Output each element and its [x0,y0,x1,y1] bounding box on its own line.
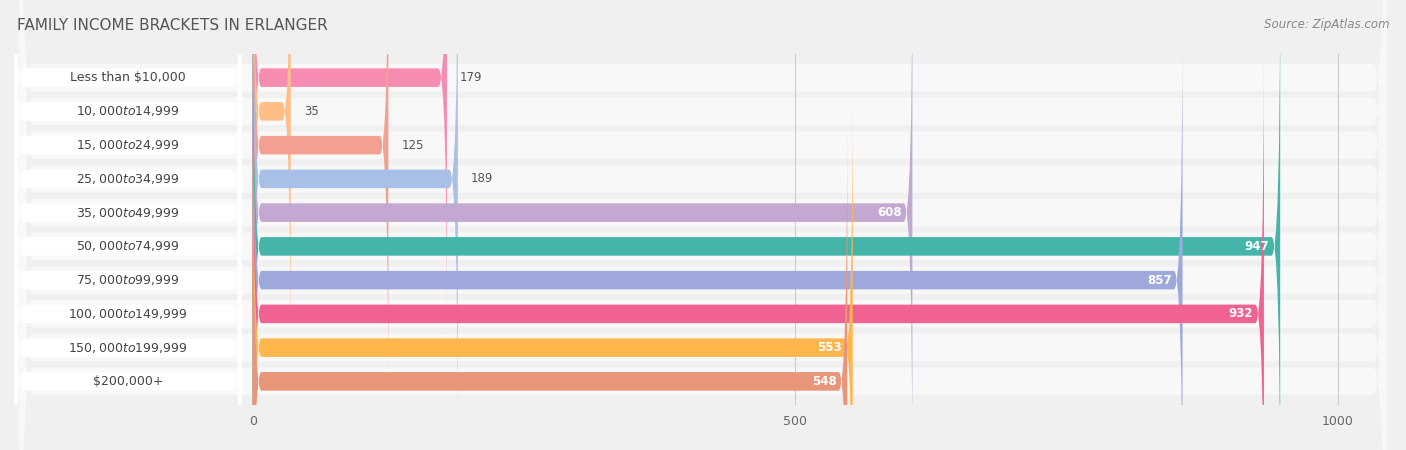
Text: 189: 189 [471,172,494,185]
Text: $10,000 to $14,999: $10,000 to $14,999 [76,104,180,118]
FancyBboxPatch shape [253,0,447,338]
FancyBboxPatch shape [253,0,1281,450]
FancyBboxPatch shape [253,19,1182,450]
FancyBboxPatch shape [14,53,242,450]
Text: 125: 125 [401,139,423,152]
Text: 179: 179 [460,71,482,84]
Text: 932: 932 [1229,307,1253,320]
FancyBboxPatch shape [253,53,1264,450]
Text: 857: 857 [1147,274,1171,287]
FancyBboxPatch shape [20,0,1386,450]
Text: $200,000+: $200,000+ [93,375,163,388]
FancyBboxPatch shape [253,0,458,440]
FancyBboxPatch shape [20,0,1386,450]
Text: 35: 35 [304,105,319,118]
FancyBboxPatch shape [20,0,1386,450]
Text: FAMILY INCOME BRACKETS IN ERLANGER: FAMILY INCOME BRACKETS IN ERLANGER [17,18,328,33]
FancyBboxPatch shape [253,0,291,372]
FancyBboxPatch shape [14,19,242,450]
FancyBboxPatch shape [20,0,1386,450]
FancyBboxPatch shape [14,87,242,450]
Text: $35,000 to $49,999: $35,000 to $49,999 [76,206,180,220]
Text: Source: ZipAtlas.com: Source: ZipAtlas.com [1264,18,1389,31]
Text: $15,000 to $24,999: $15,000 to $24,999 [76,138,180,152]
Text: $50,000 to $74,999: $50,000 to $74,999 [76,239,180,253]
FancyBboxPatch shape [253,121,848,450]
Text: $100,000 to $149,999: $100,000 to $149,999 [69,307,187,321]
FancyBboxPatch shape [20,0,1386,450]
FancyBboxPatch shape [14,0,242,406]
FancyBboxPatch shape [14,0,242,450]
Text: $25,000 to $34,999: $25,000 to $34,999 [76,172,180,186]
Text: Less than $10,000: Less than $10,000 [70,71,186,84]
FancyBboxPatch shape [14,0,242,338]
FancyBboxPatch shape [253,0,912,450]
FancyBboxPatch shape [14,0,242,450]
Text: 553: 553 [817,341,842,354]
FancyBboxPatch shape [20,0,1386,450]
Text: 548: 548 [811,375,837,388]
FancyBboxPatch shape [20,0,1386,450]
Text: 947: 947 [1244,240,1270,253]
FancyBboxPatch shape [14,0,242,440]
Text: $75,000 to $99,999: $75,000 to $99,999 [76,273,180,287]
FancyBboxPatch shape [20,0,1386,450]
FancyBboxPatch shape [253,0,388,406]
FancyBboxPatch shape [14,0,242,372]
FancyBboxPatch shape [20,0,1386,450]
FancyBboxPatch shape [253,87,852,450]
FancyBboxPatch shape [20,0,1386,450]
Text: 608: 608 [877,206,901,219]
FancyBboxPatch shape [14,121,242,450]
Text: $150,000 to $199,999: $150,000 to $199,999 [69,341,187,355]
